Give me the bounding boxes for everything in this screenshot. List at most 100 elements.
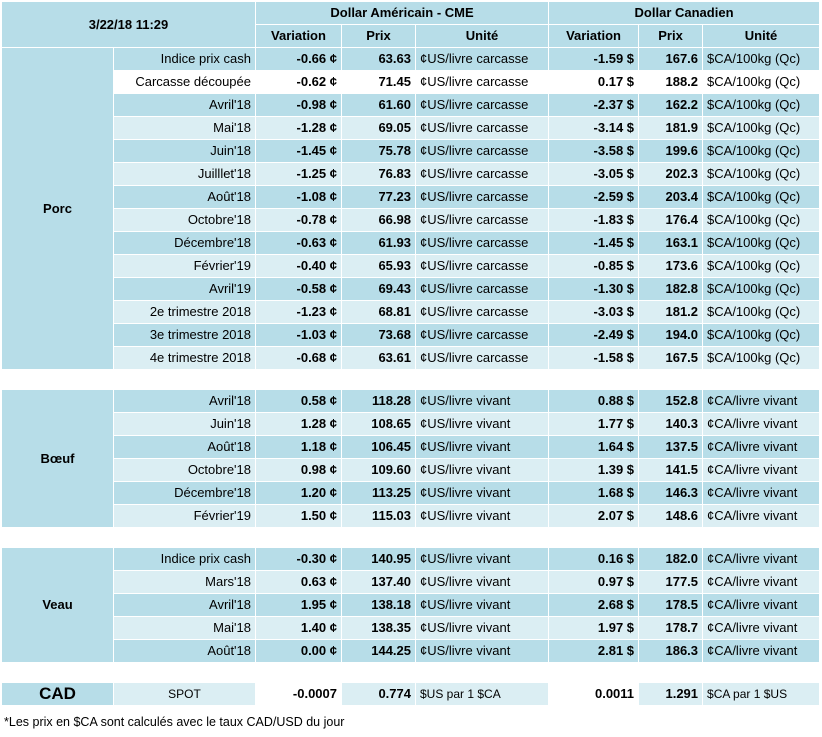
usd-price: 71.45 — [341, 70, 416, 94]
contract-label: Décembre'18 — [113, 231, 256, 255]
usd-price: 113.25 — [341, 481, 416, 505]
cad-price: 152.8 — [638, 389, 704, 413]
usd-unit: ¢US/livre carcasse — [414, 323, 550, 347]
veau-section-label: Veau — [1, 547, 114, 663]
usd-unit: ¢US/livre carcasse — [414, 116, 550, 140]
usd-unit: ¢US/livre vivant — [414, 547, 550, 571]
usd-variation: 0.63 ¢ — [255, 570, 342, 594]
usd-price: 109.60 — [341, 458, 416, 482]
cad-col-unite: Unité — [702, 24, 821, 48]
cad-variation: 1.64 $ — [548, 435, 640, 459]
usd-col-variation: Variation — [255, 24, 342, 48]
cad-unit: $CA/100kg (Qc) — [702, 277, 821, 301]
cad-price: 173.6 — [638, 254, 704, 278]
cad-unit: $CA/100kg (Qc) — [702, 254, 821, 278]
usd-price: 73.68 — [341, 323, 416, 347]
cad-variation: 1.68 $ — [548, 481, 640, 505]
usd-variation: -0.58 ¢ — [255, 277, 342, 301]
porc-row: Juin'18 -1.45 ¢ 75.78 ¢US/livre carcasse -3.… — [2, 139, 821, 163]
contract-label: Avril'19 — [113, 277, 256, 301]
usd-col-unite: Unité — [414, 24, 550, 48]
porc-row: Mai'18 -1.28 ¢ 69.05 ¢US/livre carcasse -3.1… — [2, 116, 821, 140]
cad-unit: $CA/100kg (Qc) — [702, 231, 821, 255]
cad-unit: $CA/100kg (Qc) — [702, 185, 821, 209]
cad-variation: 2.07 $ — [548, 504, 640, 528]
cad-unit: ¢CA/livre vivant — [702, 458, 821, 482]
boeuf-row: Décembre'18 1.20 ¢ 113.25 ¢US/livre vivant 1… — [2, 481, 821, 505]
usd-unit: ¢US/livre carcasse — [414, 139, 550, 163]
cad-variation: 0.16 $ — [548, 547, 640, 571]
boeuf-row: Février'19 1.50 ¢ 115.03 ¢US/livre vivant 2.… — [2, 504, 821, 528]
boeuf-section-label: Bœuf — [1, 389, 114, 528]
usd-unit: ¢US/livre vivant — [414, 412, 550, 436]
cad-price: 176.4 — [638, 208, 704, 232]
usd-unit: ¢US/livre carcasse — [414, 162, 550, 186]
usd-variation: -0.30 ¢ — [255, 547, 342, 571]
cad-title: Dollar Canadien — [548, 1, 821, 25]
usd-variation: -0.0007 — [255, 682, 342, 706]
cad-unit: $CA/100kg (Qc) — [702, 70, 821, 94]
header-row-2: Variation Prix Unité Variation Prix Unit… — [2, 24, 821, 48]
porc-row: Carcasse découpée -0.62 ¢ 71.45 ¢US/livre c… — [2, 70, 821, 94]
usd-variation: 1.28 ¢ — [255, 412, 342, 436]
usd-unit: ¢US/livre vivant — [414, 389, 550, 413]
cad-unit: ¢CA/livre vivant — [702, 504, 821, 528]
usd-price: 76.83 — [341, 162, 416, 186]
usd-price: 69.05 — [341, 116, 416, 140]
usd-variation: -0.62 ¢ — [255, 70, 342, 94]
porc-row: Février'19 -0.40 ¢ 65.93 ¢US/livre carcasse… — [2, 254, 821, 278]
cad-price: 167.5 — [638, 346, 704, 370]
contract-label: 4e trimestre 2018 — [113, 346, 256, 370]
cad-unit: $CA/100kg (Qc) — [702, 208, 821, 232]
cad-unit: ¢CA/livre vivant — [702, 639, 821, 663]
spacer-row-2 — [0, 527, 821, 548]
cad-price: 181.9 — [638, 116, 704, 140]
cad-variation: 0.97 $ — [548, 570, 640, 594]
cad-section-label: CAD — [1, 682, 114, 706]
contract-label: Mai'18 — [113, 116, 256, 140]
contract-label: Juin'18 — [113, 139, 256, 163]
usd-variation: -0.78 ¢ — [255, 208, 342, 232]
usd-unit: ¢US/livre vivant — [414, 481, 550, 505]
cad-variation: 0.88 $ — [548, 389, 640, 413]
contract-label: Août'18 — [113, 185, 256, 209]
cad-variation: 0.0011 — [548, 682, 640, 706]
contract-label: Octobre'18 — [113, 458, 256, 482]
cad-variation: -2.49 $ — [548, 323, 640, 347]
cad-variation: -1.45 $ — [548, 231, 640, 255]
porc-row: Juilllet'18 -1.25 ¢ 76.83 ¢US/livre carcass… — [2, 162, 821, 186]
usd-variation: 1.40 ¢ — [255, 616, 342, 640]
cad-price: 182.8 — [638, 277, 704, 301]
contract-label: Octobre'18 — [113, 208, 256, 232]
cad-unit: $CA/100kg (Qc) — [702, 93, 821, 117]
usd-variation: -0.63 ¢ — [255, 231, 342, 255]
contract-label: Avril'18 — [113, 389, 256, 413]
porc-row: 3e trimestre 2018 -1.03 ¢ 73.68 ¢US/livre c… — [2, 323, 821, 347]
boeuf-row: Août'18 1.18 ¢ 106.45 ¢US/livre vivant 1.64 … — [2, 435, 821, 459]
porc-row: Décembre'18 -0.63 ¢ 61.93 ¢US/livre carcass… — [2, 231, 821, 255]
cad-variation: 1.77 $ — [548, 412, 640, 436]
cad-unit: ¢CA/livre vivant — [702, 412, 821, 436]
usd-variation: -1.03 ¢ — [255, 323, 342, 347]
porc-row: Août'18 -1.08 ¢ 77.23 ¢US/livre carcasse -2.… — [2, 185, 821, 209]
cad-price: 1.291 — [638, 682, 704, 706]
usd-price: 66.98 — [341, 208, 416, 232]
usd-variation: -1.25 ¢ — [255, 162, 342, 186]
usd-price: 144.25 — [341, 639, 416, 663]
usd-variation: -1.23 ¢ — [255, 300, 342, 324]
usd-unit: ¢US/livre carcasse — [414, 254, 550, 278]
usd-unit: ¢US/livre vivant — [414, 616, 550, 640]
cad-variation: -1.83 $ — [548, 208, 640, 232]
porc-section-label: Porc — [1, 47, 114, 370]
cad-unit: ¢CA/livre vivant — [702, 547, 821, 571]
cad-price: 199.6 — [638, 139, 704, 163]
header-row-1: 3/22/18 11:29 Dollar Américain - CME Dol… — [1, 1, 821, 48]
usd-unit: ¢US/livre carcasse — [414, 231, 550, 255]
cad-variation: -2.59 $ — [548, 185, 640, 209]
contract-label: Avril'18 — [113, 93, 256, 117]
cad-unit: $CA/100kg (Qc) — [702, 323, 821, 347]
cad-variation: -3.58 $ — [548, 139, 640, 163]
porc-row: 4e trimestre 2018 -0.68 ¢ 63.61 ¢US/livre c… — [2, 346, 821, 370]
contract-label: Décembre'18 — [113, 481, 256, 505]
usd-unit: $US par 1 $CA — [414, 682, 550, 706]
